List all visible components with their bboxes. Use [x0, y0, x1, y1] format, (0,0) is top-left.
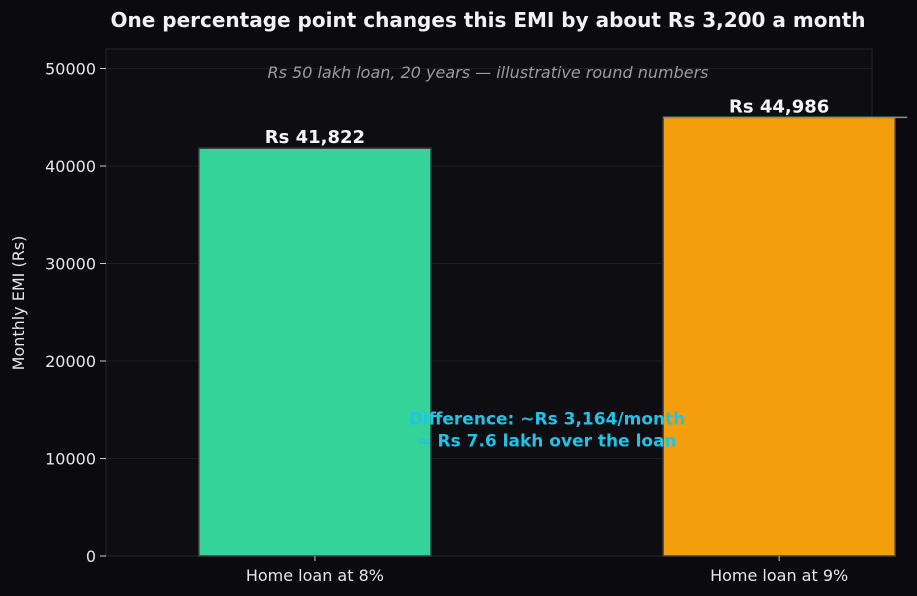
y-tick-label: 10000 [45, 450, 96, 469]
bar [198, 147, 432, 557]
x-tick-label: Home loan at 8% [246, 566, 384, 585]
y-tick-label: 40000 [45, 157, 96, 176]
bar-value-label: Rs 44,986 [729, 96, 829, 117]
chart-title: One percentage point changes this EMI by… [110, 8, 865, 32]
bar [662, 116, 896, 557]
y-axis-ticks: 0 10000 20000 30000 40000 50000 [45, 60, 106, 566]
bar-value-label: Rs 41,822 [265, 127, 365, 148]
y-tick-label: 30000 [45, 255, 96, 274]
bar-value-labels: Rs 41,822 Rs 44,986 [265, 96, 908, 148]
bars [198, 116, 896, 557]
annotation-line: Difference: ~Rs 3,164/month [409, 409, 686, 429]
y-tick-label: 0 [86, 547, 96, 566]
chart-subtitle: Rs 50 lakh loan, 20 years — illustrative… [268, 63, 709, 82]
y-axis-label: Monthly EMI (Rs) [9, 236, 28, 371]
y-tick-label: 20000 [45, 352, 96, 371]
x-tick-label: Home loan at 9% [710, 566, 848, 585]
difference-annotation: Difference: ~Rs 3,164/month≈ Rs 7.6 lakh… [409, 409, 686, 451]
annotation-line: ≈ Rs 7.6 lakh over the loan [417, 431, 676, 451]
y-tick-label: 50000 [45, 60, 96, 79]
x-axis-ticks: Home loan at 8% Home loan at 9% [246, 556, 848, 585]
